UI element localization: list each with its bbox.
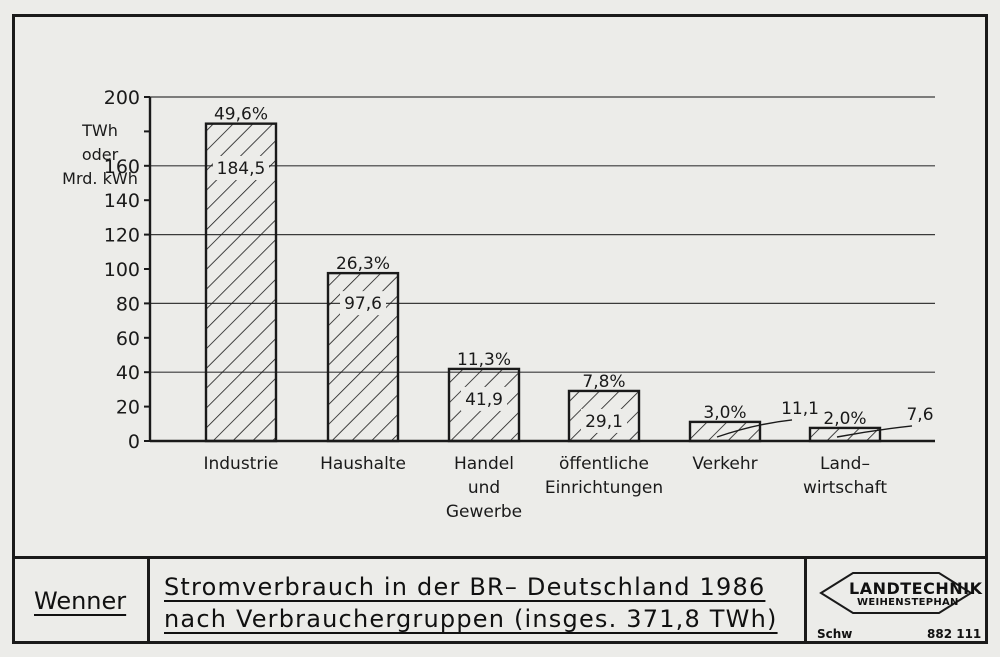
logo-cell: LANDTECHNIK WEIHENSTEPHAN Schw 882 111	[807, 559, 985, 644]
y-tick-label: 140	[104, 190, 140, 212]
value-label: 184,5	[217, 159, 266, 179]
y-tick-label: 200	[104, 87, 140, 109]
value-label-bg	[340, 291, 386, 316]
y-tick-label: 0	[128, 431, 140, 453]
bar	[688, 420, 762, 443]
y-axis-label: TWh	[81, 121, 118, 140]
drawer-initials: Schw	[817, 627, 853, 641]
y-axis-label: Mrd. kWh	[62, 169, 138, 188]
category-label: Land–	[820, 454, 870, 474]
value-label-bg	[461, 386, 507, 411]
percent-label: 2,0%	[823, 409, 866, 429]
title-block: Wenner Stromverbrauch in der BR– Deutsch…	[12, 556, 988, 644]
value-label: 11,1	[781, 399, 819, 419]
y-axis-label: oder	[82, 145, 119, 164]
bar-chart: 0 20 40 60 80 100 120 140 160 200 TWh oder Mrd. kWh 4…	[62, 87, 935, 522]
chart-title: Stromverbrauch in der BR– Deutschland 19…	[164, 573, 766, 601]
value-label-bg	[581, 408, 627, 433]
value-label-bg	[213, 156, 269, 180]
category-label: Haushalte	[320, 454, 406, 474]
y-tick-label: 120	[104, 225, 140, 247]
y-tick-label: 160	[104, 156, 140, 178]
logo-diamond-icon	[819, 572, 973, 614]
value-label: 97,6	[344, 294, 382, 314]
y-tick-label: 80	[116, 293, 140, 315]
category-label: öffentliche	[559, 454, 649, 474]
category-label: wirtschaft	[803, 478, 887, 498]
value-label: 7,6	[906, 405, 933, 425]
category-label: Handel	[454, 454, 514, 474]
y-tick-label: 40	[116, 362, 140, 384]
drawing-number: 882 111	[927, 627, 982, 641]
percent-label: 3,0%	[703, 403, 746, 423]
percent-label: 7,8%	[582, 372, 625, 392]
logo-title: LANDTECHNIK	[849, 579, 983, 598]
value-label: 41,9	[465, 390, 503, 410]
percent-label: 26,3%	[336, 254, 390, 274]
chart-subtitle: nach Verbrauchergruppen (insges. 371,8 T…	[164, 605, 778, 633]
title-cell: Stromverbrauch in der BR– Deutschland 19…	[150, 559, 807, 644]
bar	[808, 426, 882, 443]
value-label: 29,1	[585, 412, 623, 432]
category-label: Industrie	[203, 454, 278, 474]
drawing-frame	[12, 14, 988, 644]
leader-line	[716, 419, 793, 438]
category-label: Einrichtungen	[545, 478, 663, 498]
y-tick-label: 20	[116, 397, 140, 419]
category-label: Gewerbe	[446, 502, 522, 522]
percent-label: 49,6%	[214, 105, 268, 125]
logo-subtitle: WEIHENSTEPHAN	[857, 597, 959, 608]
y-tick-label: 100	[104, 259, 140, 281]
author-name: Wenner	[34, 587, 127, 615]
author-cell: Wenner	[12, 559, 150, 644]
category-label: und	[468, 478, 500, 498]
category-label: Verkehr	[692, 454, 757, 474]
percent-label: 11,3%	[457, 350, 511, 370]
y-tick-label: 60	[116, 328, 140, 350]
leader-line	[836, 425, 913, 438]
